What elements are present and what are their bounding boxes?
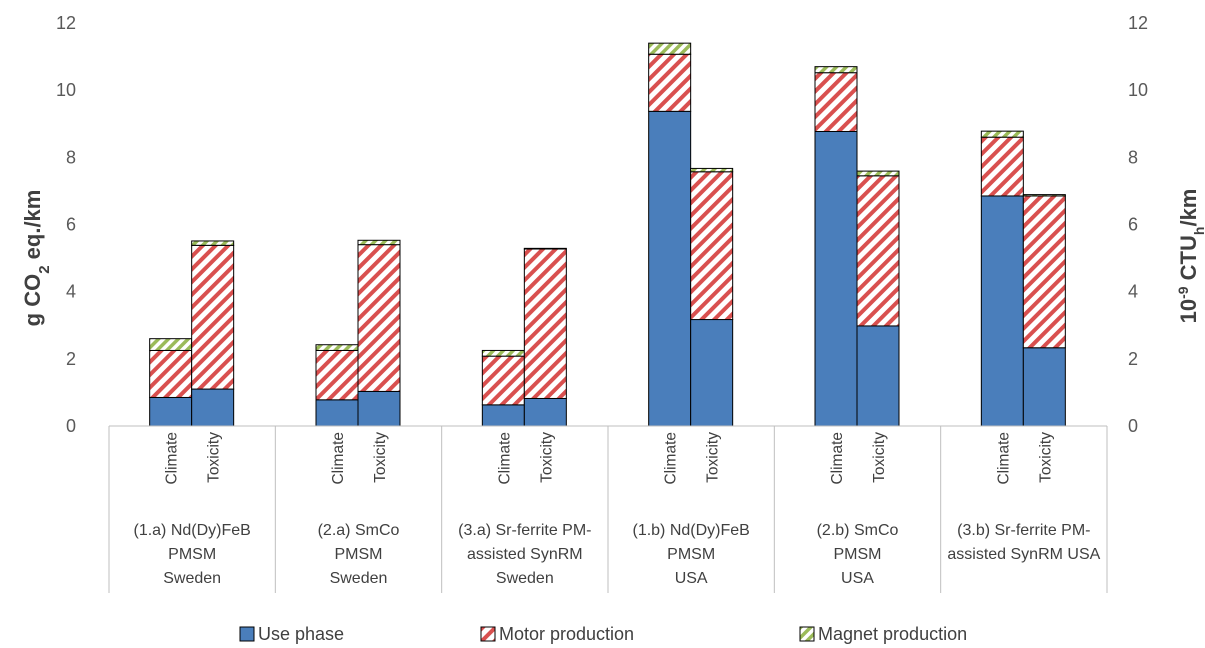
- bar-motor-production-toxicity: [690, 171, 734, 321]
- y-right-tick-label: 2: [1128, 349, 1138, 369]
- group-label: (3.b) Sr-ferrite PM-: [957, 522, 1090, 539]
- group-label: (1.a) Nd(Dy)FeB: [133, 522, 250, 539]
- y-axis-left-ticks: 0 2 4 6 8 10 12: [56, 13, 76, 436]
- y-right-tick-label: 12: [1128, 13, 1148, 33]
- bar-use-phase-climate: [149, 396, 193, 427]
- bar-use-phase-toxicity: [1022, 347, 1066, 427]
- legend-label-use-phase: Use phase: [258, 624, 344, 644]
- legend-swatch-magnet-production: [799, 626, 815, 642]
- bar-use-phase-climate: [980, 195, 1024, 427]
- group-label: assisted SynRM: [467, 546, 583, 563]
- bar-marks: [149, 42, 1066, 427]
- subcategory-label: Climate: [164, 432, 181, 485]
- subcategory-label: Climate: [496, 432, 513, 485]
- group-label: Sweden: [330, 570, 388, 587]
- subcategory-label: Climate: [995, 432, 1012, 485]
- subcategory-label: Climate: [829, 432, 846, 485]
- bar-motor-production-climate: [980, 136, 1024, 197]
- bar-magnet-production-toxicity: [1022, 194, 1066, 197]
- bar-motor-production-toxicity: [191, 244, 235, 390]
- bar-motor-production-toxicity: [357, 244, 401, 392]
- y-left-tick-label: 0: [66, 416, 76, 436]
- subcategory-label: Climate: [663, 432, 680, 485]
- bar-magnet-production-toxicity: [523, 247, 567, 250]
- bar-magnet-production-toxicity: [690, 167, 734, 173]
- group-label: USA: [841, 570, 874, 587]
- bar-motor-production-climate: [814, 72, 858, 132]
- category-labels: Climate Toxicity (1.a) Nd(Dy)FeB PMSM Sweden…: [133, 432, 1100, 587]
- bar-use-phase-toxicity: [856, 325, 900, 427]
- bar-magnet-production-climate: [315, 344, 359, 351]
- bar-magnet-production-climate: [149, 338, 193, 351]
- legend-label-magnet-production: Magnet production: [818, 624, 967, 644]
- y-right-tick-label: 4: [1128, 282, 1138, 302]
- y-left-tick-label: 12: [56, 13, 76, 33]
- y-right-tick-label: 10: [1128, 80, 1148, 100]
- subcategory-label: Toxicity: [372, 432, 389, 483]
- bar-magnet-production-climate: [648, 42, 692, 55]
- group-label: (2.b) SmCo: [817, 522, 899, 539]
- y-left-tick-label: 2: [66, 349, 76, 369]
- bar-use-phase-climate: [648, 110, 692, 427]
- bar-use-phase-climate: [481, 404, 525, 427]
- subcategory-label: Toxicity: [1037, 432, 1054, 483]
- group-label: PMSM: [335, 546, 383, 563]
- subcategory-label: Toxicity: [705, 432, 722, 483]
- bar-motor-production-toxicity: [856, 175, 900, 327]
- group-label: USA: [675, 570, 708, 587]
- legend-label-motor-production: Motor production: [499, 624, 634, 644]
- bar-magnet-production-climate: [980, 130, 1024, 138]
- bar-use-phase-toxicity: [357, 390, 401, 427]
- y-left-tick-label: 10: [56, 80, 76, 100]
- group-label: PMSM: [168, 546, 216, 563]
- bar-motor-production-climate: [315, 349, 359, 401]
- y-axis-right-label: 10-9 CTUh/km: [1175, 189, 1205, 324]
- subcategory-label: Toxicity: [206, 432, 223, 483]
- bar-motor-production-toxicity: [523, 248, 567, 399]
- legend: Use phase Motor production Magnet producti…: [239, 624, 967, 644]
- subcategory-label: Toxicity: [871, 432, 888, 483]
- legend-swatch-motor-production: [480, 626, 496, 642]
- bar-use-phase-toxicity: [523, 397, 567, 427]
- group-label: assisted SynRM USA: [947, 546, 1100, 563]
- legend-swatch-use-phase: [239, 626, 255, 642]
- group-label: PMSM: [834, 546, 882, 563]
- y-left-tick-label: 6: [66, 215, 76, 235]
- bar-magnet-production-climate: [481, 349, 525, 357]
- group-label: Sweden: [496, 570, 554, 587]
- bar-magnet-production-toxicity: [856, 170, 900, 177]
- y-right-tick-label: 6: [1128, 215, 1138, 235]
- group-label: Sweden: [163, 570, 221, 587]
- bar-use-phase-climate: [814, 130, 858, 427]
- bar-motor-production-toxicity: [1022, 195, 1066, 349]
- group-label: (2.a) SmCo: [318, 522, 400, 539]
- y-axis-right-ticks: 0 2 4 6 8 10 12: [1128, 13, 1148, 436]
- category-axis: [108, 425, 1108, 593]
- bar-magnet-production-climate: [814, 66, 858, 74]
- y-right-tick-label: 0: [1128, 416, 1138, 436]
- group-label: (3.a) Sr-ferrite PM-: [458, 522, 591, 539]
- subcategory-label: Toxicity: [538, 432, 555, 483]
- y-axis-left-label: g CO2 eq./km: [20, 190, 53, 327]
- y-left-tick-label: 8: [66, 147, 76, 167]
- bar-use-phase-toxicity: [191, 388, 235, 427]
- bar-magnet-production-toxicity: [357, 239, 401, 246]
- y-left-tick-label: 4: [66, 282, 76, 302]
- bar-magnet-production-toxicity: [191, 240, 235, 246]
- subcategory-label: Climate: [330, 432, 347, 485]
- group-label: PMSM: [667, 546, 715, 563]
- bar-motor-production-climate: [648, 53, 692, 112]
- bar-use-phase-climate: [315, 399, 359, 427]
- bar-motor-production-climate: [481, 355, 525, 406]
- group-label: (1.b) Nd(Dy)FeB: [632, 522, 749, 539]
- y-right-tick-label: 8: [1128, 147, 1138, 167]
- bar-use-phase-toxicity: [690, 319, 734, 427]
- bar-motor-production-climate: [149, 349, 193, 398]
